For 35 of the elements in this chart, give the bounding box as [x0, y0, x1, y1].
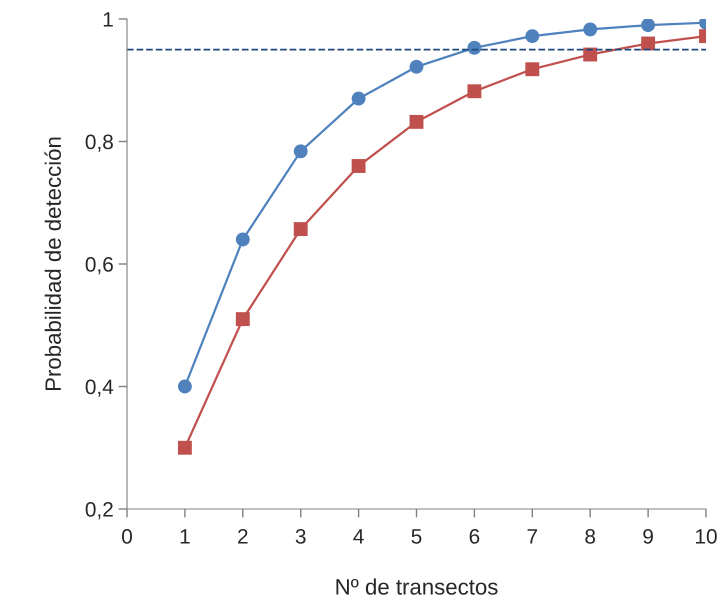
- point: [294, 144, 308, 158]
- point: [410, 114, 424, 129]
- point: [467, 84, 482, 98]
- x-tick-label: 8: [585, 528, 596, 544]
- x-tick-label: 1: [180, 529, 190, 544]
- point: [294, 222, 308, 236]
- point: [178, 380, 192, 394]
- x-tick-label: 7: [528, 529, 538, 544]
- y-tick-label: 0,4: [86, 380, 114, 397]
- point: [410, 60, 424, 74]
- point: [236, 312, 250, 326]
- y-tick-label: 1: [104, 12, 113, 27]
- y-axis-title: Probabilidad de detección: [44, 138, 62, 390]
- x-axis-title: Nº de transectos: [336, 578, 498, 595]
- x-tick-label: 3: [296, 528, 306, 544]
- x-tick-label: 6: [470, 528, 480, 544]
- point: [525, 29, 540, 44]
- point: [352, 159, 366, 173]
- point: [583, 48, 598, 62]
- point: [641, 36, 656, 50]
- x-tick-label: 2: [238, 528, 248, 544]
- point: [178, 440, 192, 455]
- x-tick-label: 4: [353, 529, 364, 544]
- x-tick-label: 5: [412, 529, 422, 544]
- y-tick-label: 0,6: [86, 257, 113, 274]
- x-tick-label: 9: [643, 528, 653, 544]
- x-tick-label: 10: [696, 528, 717, 544]
- y-tick-label: 0,2: [86, 502, 113, 520]
- point: [583, 22, 598, 36]
- point: [641, 19, 656, 32]
- point: [352, 92, 366, 106]
- point: [525, 62, 540, 76]
- point: [236, 232, 250, 246]
- y-tick-label: 0,8: [86, 134, 113, 152]
- x-tick-label: 0: [122, 528, 132, 544]
